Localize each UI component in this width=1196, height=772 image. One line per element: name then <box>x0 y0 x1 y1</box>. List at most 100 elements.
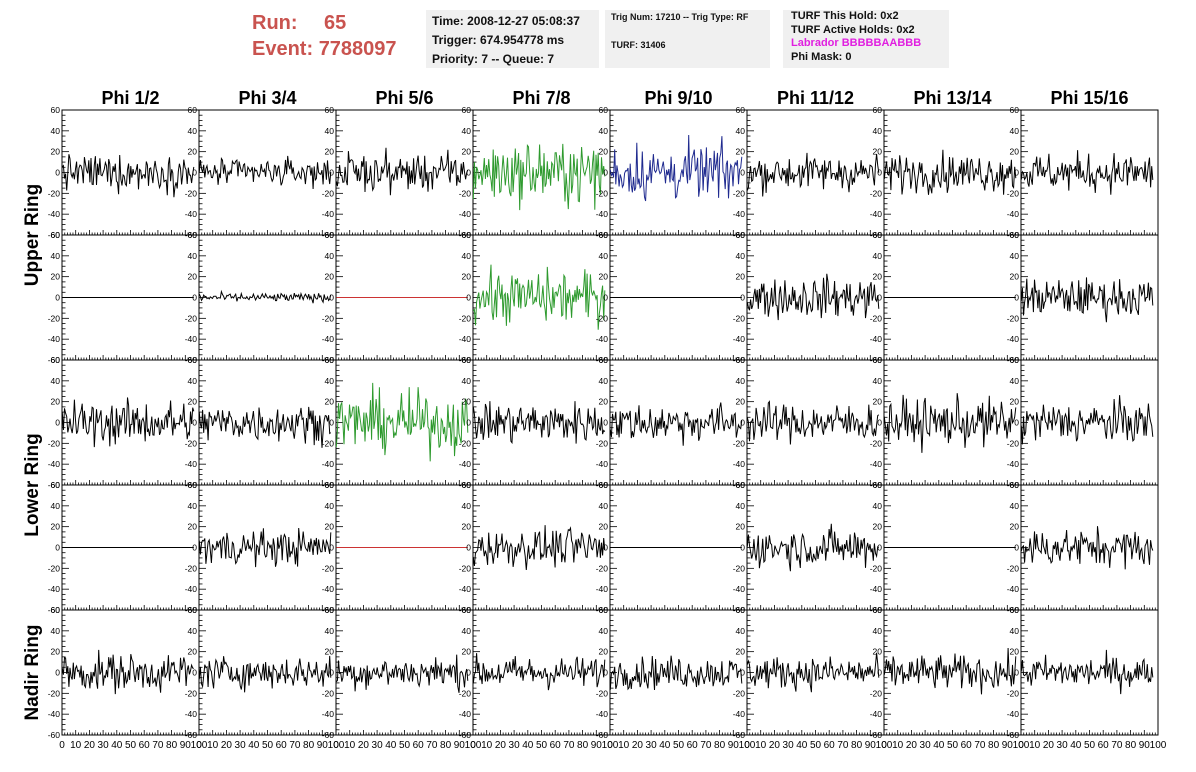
x-tick-label: 90 <box>454 740 466 751</box>
y-tick-label: 40 <box>873 626 883 636</box>
y-tick-label: 0 <box>740 418 745 428</box>
y-tick-label: -40 <box>870 584 883 594</box>
y-tick-label: 20 <box>599 522 609 532</box>
y-tick-label: -20 <box>459 313 472 323</box>
y-tick-label: 20 <box>873 647 883 657</box>
waveform-trace <box>472 143 606 211</box>
x-tick-label: 50 <box>262 740 274 751</box>
x-tick-label: 60 <box>550 740 562 751</box>
y-tick-label: 60 <box>325 105 335 115</box>
y-tick-label: 0 <box>1014 293 1019 303</box>
y-tick-label: -40 <box>1007 584 1020 594</box>
y-tick-label: 0 <box>466 293 471 303</box>
y-tick-label: 0 <box>603 543 608 553</box>
x-tick-label: 100 <box>191 740 208 751</box>
y-tick-label: 20 <box>188 522 198 532</box>
waveform-trace <box>1020 150 1154 195</box>
y-tick-label: 60 <box>462 605 472 615</box>
y-tick-label: 20 <box>1010 272 1020 282</box>
x-tick-label: 80 <box>1125 740 1137 751</box>
y-tick-label: 40 <box>51 126 61 136</box>
waveform-trace <box>61 154 195 198</box>
x-tick-label: 30 <box>1057 740 1069 751</box>
y-tick-label: -20 <box>1007 438 1020 448</box>
x-tick-label: 20 <box>769 740 781 751</box>
x-tick-label: 80 <box>851 740 863 751</box>
x-tick-label: 50 <box>536 740 548 751</box>
y-tick-label: 20 <box>736 147 746 157</box>
y-tick-label: 20 <box>462 272 472 282</box>
y-tick-label: -20 <box>48 563 61 573</box>
y-tick-label: 40 <box>325 501 335 511</box>
y-tick-label: 20 <box>188 397 198 407</box>
column-title: Phi 1/2 <box>101 88 159 108</box>
x-tick-label: 30 <box>235 740 247 751</box>
y-tick-label: 20 <box>51 147 61 157</box>
y-tick-label: 60 <box>1010 105 1020 115</box>
y-tick-label: 20 <box>736 647 746 657</box>
y-tick-label: 20 <box>736 397 746 407</box>
y-tick-label: 40 <box>599 376 609 386</box>
x-tick-label: 60 <box>824 740 836 751</box>
y-tick-label: -60 <box>185 730 198 740</box>
y-tick-label: 0 <box>1014 168 1019 178</box>
x-tick-label: 90 <box>1002 740 1014 751</box>
x-tick-label: 30 <box>646 740 658 751</box>
y-tick-label: -40 <box>185 334 198 344</box>
y-tick-label: -60 <box>1007 730 1020 740</box>
y-tick-label: 40 <box>599 251 609 261</box>
x-tick-label: 20 <box>358 740 370 751</box>
column-title: Phi 3/4 <box>238 88 296 108</box>
y-tick-label: -60 <box>733 730 746 740</box>
waveform-trace <box>472 525 606 570</box>
y-tick-label: 0 <box>603 293 608 303</box>
y-tick-label: -40 <box>870 459 883 469</box>
x-tick-label: 60 <box>413 740 425 751</box>
x-tick-label: 100 <box>1150 740 1167 751</box>
turf-active-holds-text: TURF Active Holds: 0x2 <box>791 23 915 36</box>
panel-frame <box>472 609 611 736</box>
x-tick-label: 40 <box>1070 740 1082 751</box>
y-tick-label: 60 <box>462 105 472 115</box>
waveform-trace <box>1020 526 1154 570</box>
x-tick-label: 10 <box>344 740 356 751</box>
column-title: Phi 15/16 <box>1050 88 1128 108</box>
y-tick-label: -20 <box>48 438 61 448</box>
x-tick-label: 0 <box>607 740 613 751</box>
y-tick-label: -20 <box>48 188 61 198</box>
y-tick-label: -60 <box>459 730 472 740</box>
x-tick-label: 40 <box>796 740 808 751</box>
x-tick-label: 90 <box>728 740 740 751</box>
y-tick-label: -20 <box>185 563 198 573</box>
y-tick-label: 0 <box>329 543 334 553</box>
y-tick-label: -40 <box>733 459 746 469</box>
waveform-trace <box>335 654 469 693</box>
x-tick-label: 40 <box>385 740 397 751</box>
y-tick-label: 40 <box>325 626 335 636</box>
x-tick-label: 30 <box>920 740 932 751</box>
y-tick-label: 0 <box>329 418 334 428</box>
x-tick-label: 100 <box>328 740 345 751</box>
y-tick-label: -40 <box>185 584 198 594</box>
y-tick-label: -40 <box>459 334 472 344</box>
y-tick-label: 0 <box>466 418 471 428</box>
waveform-trace <box>1020 649 1154 695</box>
y-tick-label: 60 <box>873 480 883 490</box>
trigger-text: Trigger: 674.954778 ms <box>432 33 565 47</box>
y-tick-label: 20 <box>325 397 335 407</box>
x-tick-label: 30 <box>509 740 521 751</box>
waveform-trace <box>198 155 332 190</box>
phi-mask-text: Phi Mask: 0 <box>791 50 852 63</box>
y-tick-label: 60 <box>188 355 198 365</box>
waveform-trace <box>883 647 1017 695</box>
y-tick-label: 40 <box>462 626 472 636</box>
y-tick-label: -40 <box>48 709 61 719</box>
x-tick-label: 90 <box>591 740 603 751</box>
x-tick-label: 0 <box>196 740 202 751</box>
run-event-box: Run: 65 Event: 7788097 <box>252 10 422 66</box>
waveform-trace <box>746 152 880 197</box>
x-tick-label: 20 <box>1043 740 1055 751</box>
y-tick-label: -20 <box>596 438 609 448</box>
x-tick-label: 90 <box>317 740 329 751</box>
y-tick-label: 40 <box>462 251 472 261</box>
